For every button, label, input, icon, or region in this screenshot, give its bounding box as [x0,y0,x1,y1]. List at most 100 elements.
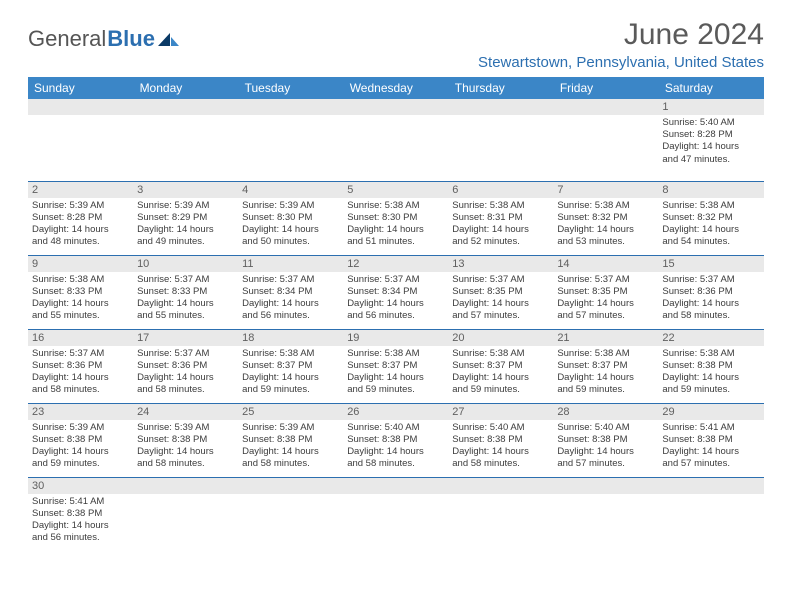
day-info-text: Sunrise: 5:41 AMSunset: 8:38 PMDaylight:… [662,420,759,471]
calendar-week: 1Sunrise: 5:40 AMSunset: 8:28 PMDaylight… [28,99,764,181]
day-info-text: Sunrise: 5:37 AMSunset: 8:33 PMDaylight:… [137,272,234,323]
calendar-cell: 16Sunrise: 5:37 AMSunset: 8:36 PMDayligh… [28,329,133,403]
day-number: 17 [133,330,238,346]
calendar-cell: 21Sunrise: 5:38 AMSunset: 8:37 PMDayligh… [553,329,658,403]
calendar-cell [448,99,553,181]
day-details: Sunrise: 5:41 AMSunset: 8:38 PMDaylight:… [658,420,763,474]
day-number: 2 [28,182,133,198]
day-info-text: Sunrise: 5:38 AMSunset: 8:37 PMDaylight:… [242,346,339,397]
calendar-cell [133,477,238,551]
day-number [343,478,448,494]
calendar-cell: 6Sunrise: 5:38 AMSunset: 8:31 PMDaylight… [448,181,553,255]
day-details: Sunrise: 5:40 AMSunset: 8:28 PMDaylight:… [658,115,763,169]
day-details: Sunrise: 5:38 AMSunset: 8:37 PMDaylight:… [238,346,343,400]
day-info-text: Sunrise: 5:38 AMSunset: 8:37 PMDaylight:… [557,346,654,397]
day-number: 15 [658,256,763,272]
day-details: Sunrise: 5:39 AMSunset: 8:29 PMDaylight:… [133,198,238,252]
calendar-cell [658,477,763,551]
day-details: Sunrise: 5:39 AMSunset: 8:38 PMDaylight:… [28,420,133,474]
day-number: 19 [343,330,448,346]
calendar-cell [553,477,658,551]
dh-tue: Tuesday [238,77,343,99]
day-number: 21 [553,330,658,346]
dh-wed: Wednesday [343,77,448,99]
calendar-cell: 11Sunrise: 5:37 AMSunset: 8:34 PMDayligh… [238,255,343,329]
day-info-text: Sunrise: 5:39 AMSunset: 8:28 PMDaylight:… [32,198,129,249]
title-block: June 2024 Stewartstown, Pennsylvania, Un… [478,18,764,71]
day-details: Sunrise: 5:37 AMSunset: 8:34 PMDaylight:… [238,272,343,326]
day-number: 12 [343,256,448,272]
calendar-cell [238,99,343,181]
day-number: 13 [448,256,553,272]
day-number [238,478,343,494]
day-details: Sunrise: 5:40 AMSunset: 8:38 PMDaylight:… [448,420,553,474]
day-number: 20 [448,330,553,346]
day-info-text: Sunrise: 5:38 AMSunset: 8:31 PMDaylight:… [452,198,549,249]
day-details: Sunrise: 5:39 AMSunset: 8:38 PMDaylight:… [133,420,238,474]
calendar-cell [343,99,448,181]
day-info-text: Sunrise: 5:38 AMSunset: 8:33 PMDaylight:… [32,272,129,323]
calendar-week: 30Sunrise: 5:41 AMSunset: 8:38 PMDayligh… [28,477,764,551]
day-info-text: Sunrise: 5:38 AMSunset: 8:32 PMDaylight:… [662,198,759,249]
calendar-week: 2Sunrise: 5:39 AMSunset: 8:28 PMDaylight… [28,181,764,255]
day-info-text: Sunrise: 5:39 AMSunset: 8:29 PMDaylight:… [137,198,234,249]
calendar-cell: 4Sunrise: 5:39 AMSunset: 8:30 PMDaylight… [238,181,343,255]
logo-text-blue: Blue [107,26,155,52]
day-info-text: Sunrise: 5:38 AMSunset: 8:38 PMDaylight:… [662,346,759,397]
day-details: Sunrise: 5:38 AMSunset: 8:30 PMDaylight:… [343,198,448,252]
day-number: 10 [133,256,238,272]
day-number: 4 [238,182,343,198]
calendar-week: 9Sunrise: 5:38 AMSunset: 8:33 PMDaylight… [28,255,764,329]
day-number: 14 [553,256,658,272]
day-details: Sunrise: 5:37 AMSunset: 8:36 PMDaylight:… [28,346,133,400]
day-number: 30 [28,478,133,494]
dh-sun: Sunday [28,77,133,99]
day-number: 26 [343,404,448,420]
calendar-week: 23Sunrise: 5:39 AMSunset: 8:38 PMDayligh… [28,403,764,477]
calendar-cell: 5Sunrise: 5:38 AMSunset: 8:30 PMDaylight… [343,181,448,255]
calendar-cell: 10Sunrise: 5:37 AMSunset: 8:33 PMDayligh… [133,255,238,329]
day-details: Sunrise: 5:38 AMSunset: 8:33 PMDaylight:… [28,272,133,326]
day-details: Sunrise: 5:39 AMSunset: 8:28 PMDaylight:… [28,198,133,252]
calendar-cell: 12Sunrise: 5:37 AMSunset: 8:34 PMDayligh… [343,255,448,329]
day-number: 6 [448,182,553,198]
day-details: Sunrise: 5:40 AMSunset: 8:38 PMDaylight:… [343,420,448,474]
day-info-text: Sunrise: 5:41 AMSunset: 8:38 PMDaylight:… [32,494,129,545]
logo: GeneralBlue [28,18,180,52]
day-details: Sunrise: 5:37 AMSunset: 8:35 PMDaylight:… [448,272,553,326]
calendar-cell: 30Sunrise: 5:41 AMSunset: 8:38 PMDayligh… [28,477,133,551]
calendar-cell: 19Sunrise: 5:38 AMSunset: 8:37 PMDayligh… [343,329,448,403]
day-info-text: Sunrise: 5:38 AMSunset: 8:37 PMDaylight:… [452,346,549,397]
calendar-cell [28,99,133,181]
day-number [448,99,553,115]
calendar-cell [133,99,238,181]
day-info-text: Sunrise: 5:37 AMSunset: 8:36 PMDaylight:… [137,346,234,397]
day-info-text: Sunrise: 5:37 AMSunset: 8:34 PMDaylight:… [347,272,444,323]
day-number: 11 [238,256,343,272]
day-details: Sunrise: 5:39 AMSunset: 8:38 PMDaylight:… [238,420,343,474]
day-number [133,478,238,494]
day-details: Sunrise: 5:41 AMSunset: 8:38 PMDaylight:… [28,494,133,548]
day-info-text: Sunrise: 5:39 AMSunset: 8:38 PMDaylight:… [242,420,339,471]
day-details: Sunrise: 5:38 AMSunset: 8:32 PMDaylight:… [658,198,763,252]
day-details: Sunrise: 5:38 AMSunset: 8:38 PMDaylight:… [658,346,763,400]
month-title: June 2024 [478,18,764,52]
day-details: Sunrise: 5:37 AMSunset: 8:36 PMDaylight:… [133,346,238,400]
calendar-cell: 24Sunrise: 5:39 AMSunset: 8:38 PMDayligh… [133,403,238,477]
day-number: 24 [133,404,238,420]
day-details: Sunrise: 5:38 AMSunset: 8:37 PMDaylight:… [553,346,658,400]
day-number: 3 [133,182,238,198]
calendar-cell: 15Sunrise: 5:37 AMSunset: 8:36 PMDayligh… [658,255,763,329]
day-info-text: Sunrise: 5:39 AMSunset: 8:38 PMDaylight:… [32,420,129,471]
header: GeneralBlue June 2024 Stewartstown, Penn… [28,18,764,71]
day-details: Sunrise: 5:37 AMSunset: 8:34 PMDaylight:… [343,272,448,326]
day-number [343,99,448,115]
calendar-cell [448,477,553,551]
calendar-cell: 3Sunrise: 5:39 AMSunset: 8:29 PMDaylight… [133,181,238,255]
day-info-text: Sunrise: 5:40 AMSunset: 8:38 PMDaylight:… [347,420,444,471]
calendar-week: 16Sunrise: 5:37 AMSunset: 8:36 PMDayligh… [28,329,764,403]
day-number: 5 [343,182,448,198]
day-details: Sunrise: 5:38 AMSunset: 8:31 PMDaylight:… [448,198,553,252]
day-info-text: Sunrise: 5:37 AMSunset: 8:35 PMDaylight:… [452,272,549,323]
calendar-cell: 17Sunrise: 5:37 AMSunset: 8:36 PMDayligh… [133,329,238,403]
